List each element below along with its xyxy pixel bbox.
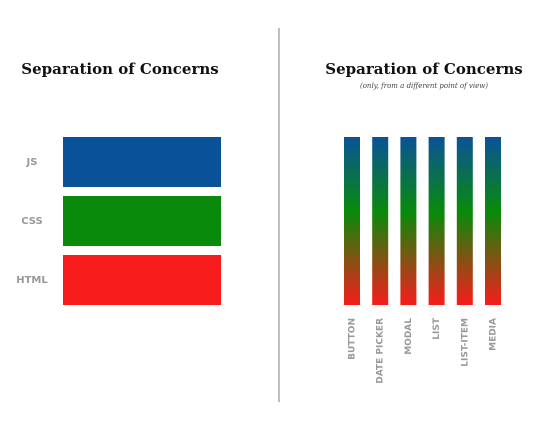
component-label: MEDIA xyxy=(489,318,499,351)
right-title: Separation of Concerns xyxy=(325,60,522,78)
component-column xyxy=(344,137,360,305)
component-column xyxy=(400,137,417,305)
component-label: LIST xyxy=(432,317,442,340)
layer-bar xyxy=(63,255,221,305)
layer-label: CSS xyxy=(21,216,42,227)
component-label: LIST-ITEM xyxy=(460,318,470,367)
left-title: Separation of Concerns xyxy=(21,60,218,78)
component-column xyxy=(428,137,445,305)
component-label: DATE PICKER xyxy=(376,318,386,384)
layer-label: JS xyxy=(26,157,38,168)
layer-label: HTML xyxy=(16,275,48,286)
right-subtitle: (only, from a different point of view) xyxy=(360,82,488,90)
component-column xyxy=(456,137,473,305)
component-label: BUTTON xyxy=(348,318,358,360)
component-label: MODAL xyxy=(404,318,414,355)
layers: JS CSS HTML xyxy=(16,137,221,305)
component-column xyxy=(485,137,501,305)
layer-bar xyxy=(63,137,221,187)
components: BUTTON DATE PICKER MODAL LIST LIST-ITEM MEDIA xyxy=(344,137,501,384)
component-column xyxy=(372,137,389,305)
layer-bar xyxy=(63,196,221,246)
